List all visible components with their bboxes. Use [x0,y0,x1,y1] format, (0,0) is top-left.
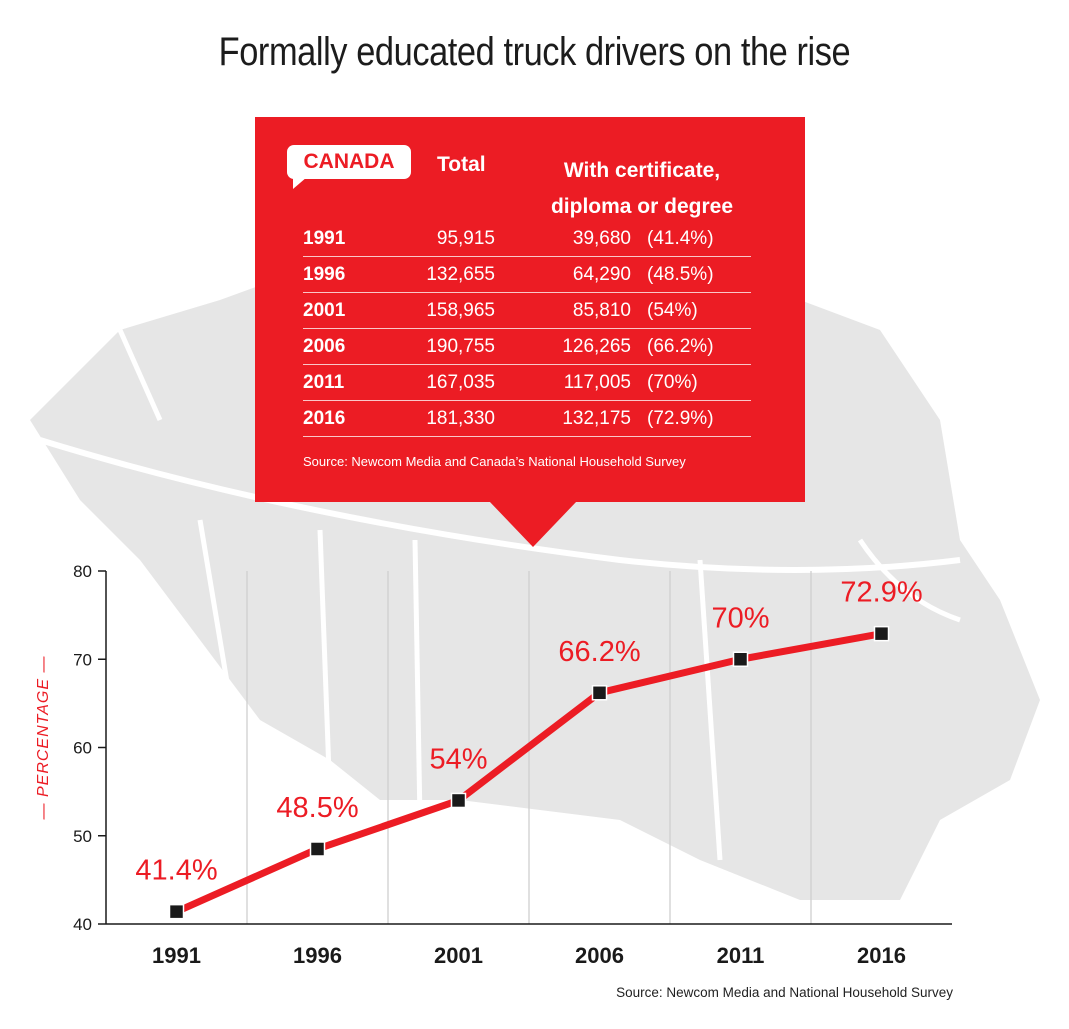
header-certificate-line2: diploma or degree [550,195,734,218]
y-tick-label: 80 [73,562,92,581]
data-point [732,651,749,667]
x-tick-label: 2011 [717,943,765,968]
y-tick-label: 70 [73,650,92,669]
row-percent: (70%) [647,372,698,393]
row-percent: (54%) [647,300,698,321]
row-percent: (66.2%) [647,336,714,357]
y-tick-label: 60 [73,739,92,758]
x-tick-label: 2006 [575,943,624,968]
row-year: 2001 [303,300,346,321]
data-label: 41.4% [135,855,217,887]
data-label: 66.2% [558,636,640,668]
data-table-callout: CANADA Total With certificate, diploma o… [255,117,805,502]
data-point [591,685,608,701]
row-certified: 85,810 [572,300,631,321]
row-total: 132,655 [426,264,495,285]
badge-tail [293,177,307,189]
row-year: 1996 [303,264,346,285]
row-total: 181,330 [426,408,495,429]
series-line [173,630,885,916]
data-label: 48.5% [276,792,358,824]
table-source: Source: Newcom Media and Canada’s Nation… [303,454,686,469]
x-tick-label: 1996 [293,943,342,968]
table-row: 2011 167,035 117,005 (70%) [303,365,751,401]
table-row: 2016 181,330 132,175 (72.9%) [303,401,751,437]
row-total: 95,915 [436,228,495,249]
y-axis-label: — PERCENTAGE — [35,656,52,821]
header-certificate-line1: With certificate, [563,159,721,182]
data-label: 70% [711,602,769,634]
data-label: 72.9% [840,577,922,609]
chart-source: Source: Newcom Media and National Househ… [616,985,953,1000]
callout-pointer [489,501,577,547]
row-percent: (72.9%) [647,408,714,429]
row-year: 1991 [303,228,346,249]
data-label: 54% [429,743,487,775]
row-percent: (48.5%) [647,264,714,285]
x-tick-label: 2001 [434,943,483,968]
table-row: 2006 190,755 126,265 (66.2%) [303,329,751,365]
row-year: 2016 [303,408,346,429]
row-total: 158,965 [426,300,495,321]
table-row: 1996 132,655 64,290 (48.5%) [303,257,751,293]
data-point [450,792,467,809]
header-certificate: With certificate, diploma or degree [537,153,747,225]
row-certified: 117,005 [563,372,631,393]
data-point [168,903,185,920]
row-certified: 39,680 [572,228,631,249]
row-percent: (41.4%) [647,228,714,249]
data-point [873,625,890,642]
y-tick-label: 40 [73,915,92,934]
table-rows: 1991 95,915 39,680 (41.4%) 1996 132,655 … [303,221,751,437]
row-year: 2006 [303,336,346,357]
row-total: 190,755 [426,336,495,357]
country-badge: CANADA [287,145,411,179]
row-certified: 64,290 [572,264,631,285]
data-point [309,841,326,857]
header-total: Total [437,153,486,176]
y-tick-label: 50 [73,827,92,846]
row-year: 2011 [303,372,345,393]
x-tick-label: 1991 [152,943,201,968]
row-certified: 126,265 [562,336,631,357]
x-tick-label: 2016 [857,943,906,968]
row-certified: 132,175 [562,408,631,429]
table-row: 2001 158,965 85,810 (54%) [303,293,751,329]
table-row: 1991 95,915 39,680 (41.4%) [303,221,751,257]
page-title: Formally educated truck drivers on the r… [218,30,851,74]
row-total: 167,035 [426,372,495,393]
